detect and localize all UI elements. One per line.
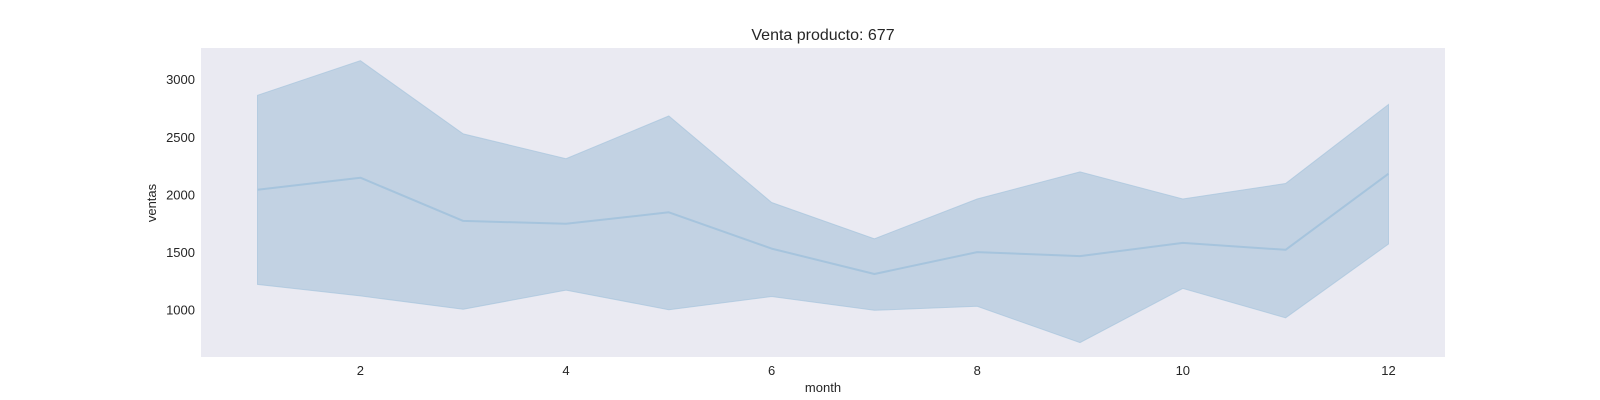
- data-point: [770, 247, 774, 251]
- y-tick-label: 2500: [166, 130, 195, 145]
- data-point: [667, 210, 671, 214]
- confidence-band-layer: [257, 60, 1389, 344]
- x-tick-label: 10: [1176, 363, 1190, 378]
- y-axis-label: ventas: [144, 183, 159, 222]
- y-tick-label: 2000: [166, 187, 195, 202]
- y-tick-label: 1000: [166, 303, 195, 318]
- x-tick-label: 8: [974, 363, 981, 378]
- x-tick-label: 6: [768, 363, 775, 378]
- mean-line: [257, 172, 1390, 275]
- data-point: [256, 188, 260, 192]
- x-tick-label: 4: [562, 363, 569, 378]
- x-tick-label: 12: [1381, 363, 1395, 378]
- mean-line-layer: [256, 172, 1391, 276]
- data-point: [1181, 241, 1185, 245]
- data-point: [1387, 172, 1391, 176]
- data-point: [975, 250, 979, 254]
- confidence-band: [257, 60, 1389, 344]
- y-tick-label: 3000: [166, 72, 195, 87]
- y-tick-labels: 1000 1500 2000 2500 3000: [166, 72, 195, 318]
- data-point: [1078, 254, 1082, 258]
- x-tick-labels: 2 4 6 8 10 12: [357, 363, 1396, 378]
- y-tick-label: 1500: [166, 245, 195, 260]
- data-point: [1284, 248, 1288, 252]
- data-point: [564, 222, 568, 226]
- x-tick-label: 2: [357, 363, 364, 378]
- data-point: [872, 272, 876, 276]
- chart-title: Venta producto: 677: [751, 27, 894, 44]
- data-point: [461, 219, 465, 223]
- data-point: [358, 176, 362, 180]
- x-axis-label: month: [805, 380, 841, 395]
